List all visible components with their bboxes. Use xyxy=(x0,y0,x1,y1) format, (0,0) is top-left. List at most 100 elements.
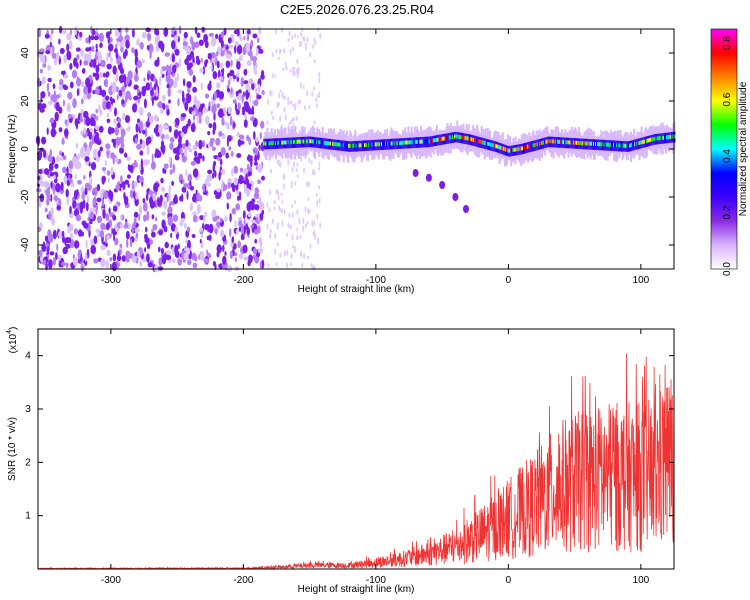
noise-speckle xyxy=(100,258,106,268)
noise-speckle xyxy=(75,47,81,52)
track-core xyxy=(330,141,332,146)
noise-speckle xyxy=(253,131,256,140)
track-core xyxy=(266,141,269,146)
noise-speckle xyxy=(121,187,124,193)
track-core xyxy=(524,145,526,150)
noise-speckle xyxy=(290,100,293,104)
noise-speckle xyxy=(266,120,269,126)
noise-speckle xyxy=(258,144,261,151)
noise-speckle xyxy=(235,228,239,235)
noise-speckle xyxy=(106,222,110,231)
noise-speckle xyxy=(269,90,272,97)
noise-speckle xyxy=(161,94,166,102)
noise-speckle xyxy=(302,225,305,233)
noise-speckle xyxy=(254,69,258,75)
noise-speckle xyxy=(99,42,103,49)
noise-speckle xyxy=(307,255,309,260)
track-core xyxy=(361,143,364,148)
noise-speckle xyxy=(124,49,128,57)
noise-speckle xyxy=(72,98,77,109)
track-core xyxy=(455,134,458,139)
track-core xyxy=(352,143,355,148)
track-core xyxy=(431,138,434,143)
noise-speckle xyxy=(281,208,284,214)
noise-speckle xyxy=(255,216,259,224)
track-core xyxy=(410,140,413,145)
noise-speckle xyxy=(284,61,287,66)
noise-speckle xyxy=(293,200,296,205)
track-core xyxy=(362,143,365,148)
track-core xyxy=(322,140,325,145)
noise-speckle xyxy=(238,174,244,185)
colorbar-tick-label: 0.8 xyxy=(722,36,733,50)
noise-speckle xyxy=(212,71,218,80)
noise-speckle xyxy=(51,215,54,224)
noise-speckle xyxy=(257,248,264,254)
track-core xyxy=(396,141,399,146)
noise-speckle xyxy=(277,193,280,201)
noise-speckle xyxy=(135,232,139,239)
noise-speckle xyxy=(291,166,294,173)
noise-speckle xyxy=(292,122,295,129)
noise-speckle xyxy=(233,122,236,128)
track-core xyxy=(354,143,357,148)
noise-speckle xyxy=(144,237,150,244)
noise-speckle xyxy=(281,91,284,99)
track-core xyxy=(672,134,675,139)
noise-speckle xyxy=(297,34,300,38)
noise-speckle xyxy=(146,159,150,164)
noise-speckle xyxy=(83,85,89,95)
noise-speckle xyxy=(40,53,46,64)
noise-speckle xyxy=(229,228,232,238)
x-tick-label: -300 xyxy=(101,275,121,286)
noise-speckle xyxy=(149,239,154,245)
snr-y-scale-close: ) xyxy=(8,327,19,330)
noise-speckle xyxy=(250,185,253,192)
noise-speckle xyxy=(99,109,103,117)
track-core xyxy=(394,141,397,146)
noise-speckle xyxy=(159,76,162,86)
noise-speckle xyxy=(138,164,142,171)
noise-speckle xyxy=(211,209,217,219)
noise-speckle xyxy=(58,84,64,91)
noise-speckle xyxy=(289,69,292,73)
track-core xyxy=(635,141,638,146)
noise-speckle xyxy=(203,258,209,264)
noise-speckle xyxy=(88,46,92,52)
noise-speckle xyxy=(281,200,284,204)
track-core xyxy=(320,140,323,145)
noise-speckle xyxy=(69,173,73,179)
noise-speckle xyxy=(98,125,104,133)
noise-speckle xyxy=(160,186,166,192)
track-core xyxy=(312,139,314,144)
noise-speckle xyxy=(163,123,169,130)
noise-speckle xyxy=(212,172,215,179)
noise-speckle xyxy=(112,253,117,262)
noise-speckle xyxy=(141,86,146,97)
track-core xyxy=(449,135,452,140)
noise-speckle xyxy=(129,189,134,199)
noise-speckle xyxy=(77,179,82,185)
noise-speckle xyxy=(122,112,126,120)
noise-speckle xyxy=(183,31,188,39)
noise-speckle xyxy=(133,181,138,187)
noise-speckle xyxy=(38,150,43,159)
noise-speckle xyxy=(44,180,49,189)
noise-speckle xyxy=(199,227,204,232)
noise-speckle xyxy=(313,265,316,271)
noise-speckle xyxy=(76,77,82,87)
noise-speckle xyxy=(210,64,213,71)
noise-speckle xyxy=(89,211,94,220)
noise-speckle xyxy=(286,262,288,269)
track-core xyxy=(552,139,555,144)
noise-speckle xyxy=(65,262,69,268)
track-core xyxy=(590,141,593,146)
track-core xyxy=(306,139,309,144)
noise-speckle xyxy=(234,257,237,263)
track-core xyxy=(373,142,376,147)
noise-speckle xyxy=(291,205,293,208)
noise-speckle xyxy=(307,197,310,202)
track-core xyxy=(467,136,470,141)
noise-speckle xyxy=(178,25,182,35)
